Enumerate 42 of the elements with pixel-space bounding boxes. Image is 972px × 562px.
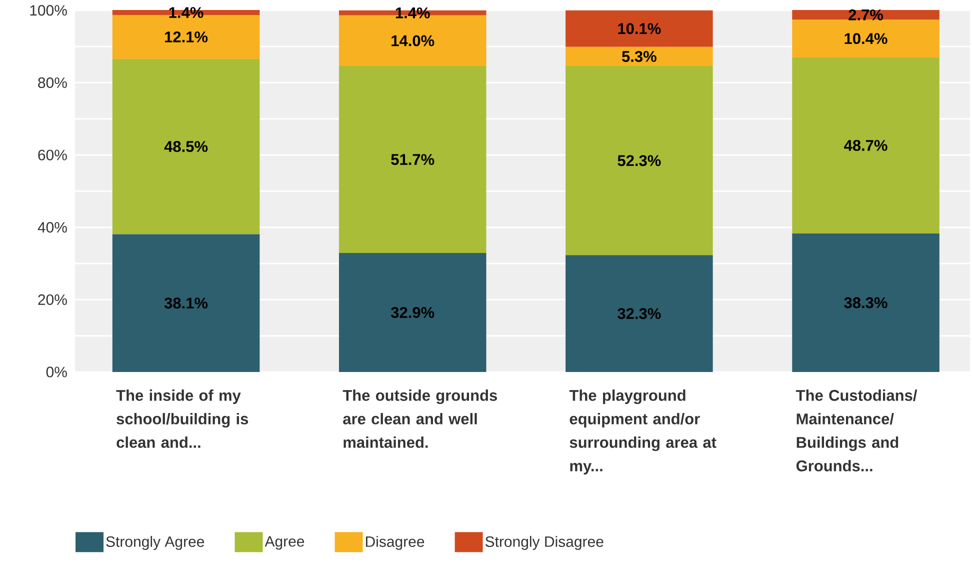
legend-label: Strongly Disagree [485,536,604,550]
data-label: 32.9% [391,307,434,318]
y-tick-label: 20% [38,294,67,305]
bar [792,233,940,372]
bar [792,57,940,234]
legend-label: Strongly Agree [106,536,204,550]
x-tick-label: The outside grounds are clean and well maintained. [342,390,498,448]
bar [566,46,713,66]
data-label: 10.1% [618,23,661,34]
data-label: 48.7% [844,140,888,151]
bar [112,58,260,234]
bar [566,10,713,47]
y-tick-label: 0% [46,366,67,378]
data-label: 12.1% [165,31,208,42]
x-tick-label: The Custodians/Maintenance/Buildings and Grounds... [796,390,918,472]
data-label: 52.3% [618,155,661,166]
y-tick-label: 80% [38,77,67,88]
y-tick-label: 100% [30,5,67,16]
y-tick-label: 40% [38,222,67,233]
data-label: 48.5% [164,141,208,152]
data-label: 1.4% [396,7,430,18]
data-label: 2.7% [848,9,884,20]
data-label: 38.1% [164,298,208,309]
bar [338,66,486,254]
bar [338,253,486,372]
legend-label: Disagree [366,536,424,550]
x-tick-label: The inside of my school/building is clean and... [116,390,248,448]
bar [112,234,260,372]
data-label: 5.3% [622,50,656,62]
bar [566,66,713,256]
data-label: 1.4% [169,7,204,18]
legend-label: Agree [264,536,304,550]
bar [566,255,713,372]
data-label: 10.4% [844,33,888,44]
x-tick-label: The playground equipment and/or surrounding area at my... [569,390,716,474]
bar [792,10,940,20]
data-label: 32.3% [618,308,661,320]
data-label: 51.7% [391,154,434,165]
data-label: 14.0% [392,35,434,46]
y-tick-label: 60% [38,150,67,160]
data-label: 38.3% [844,297,888,308]
bar [792,20,940,58]
